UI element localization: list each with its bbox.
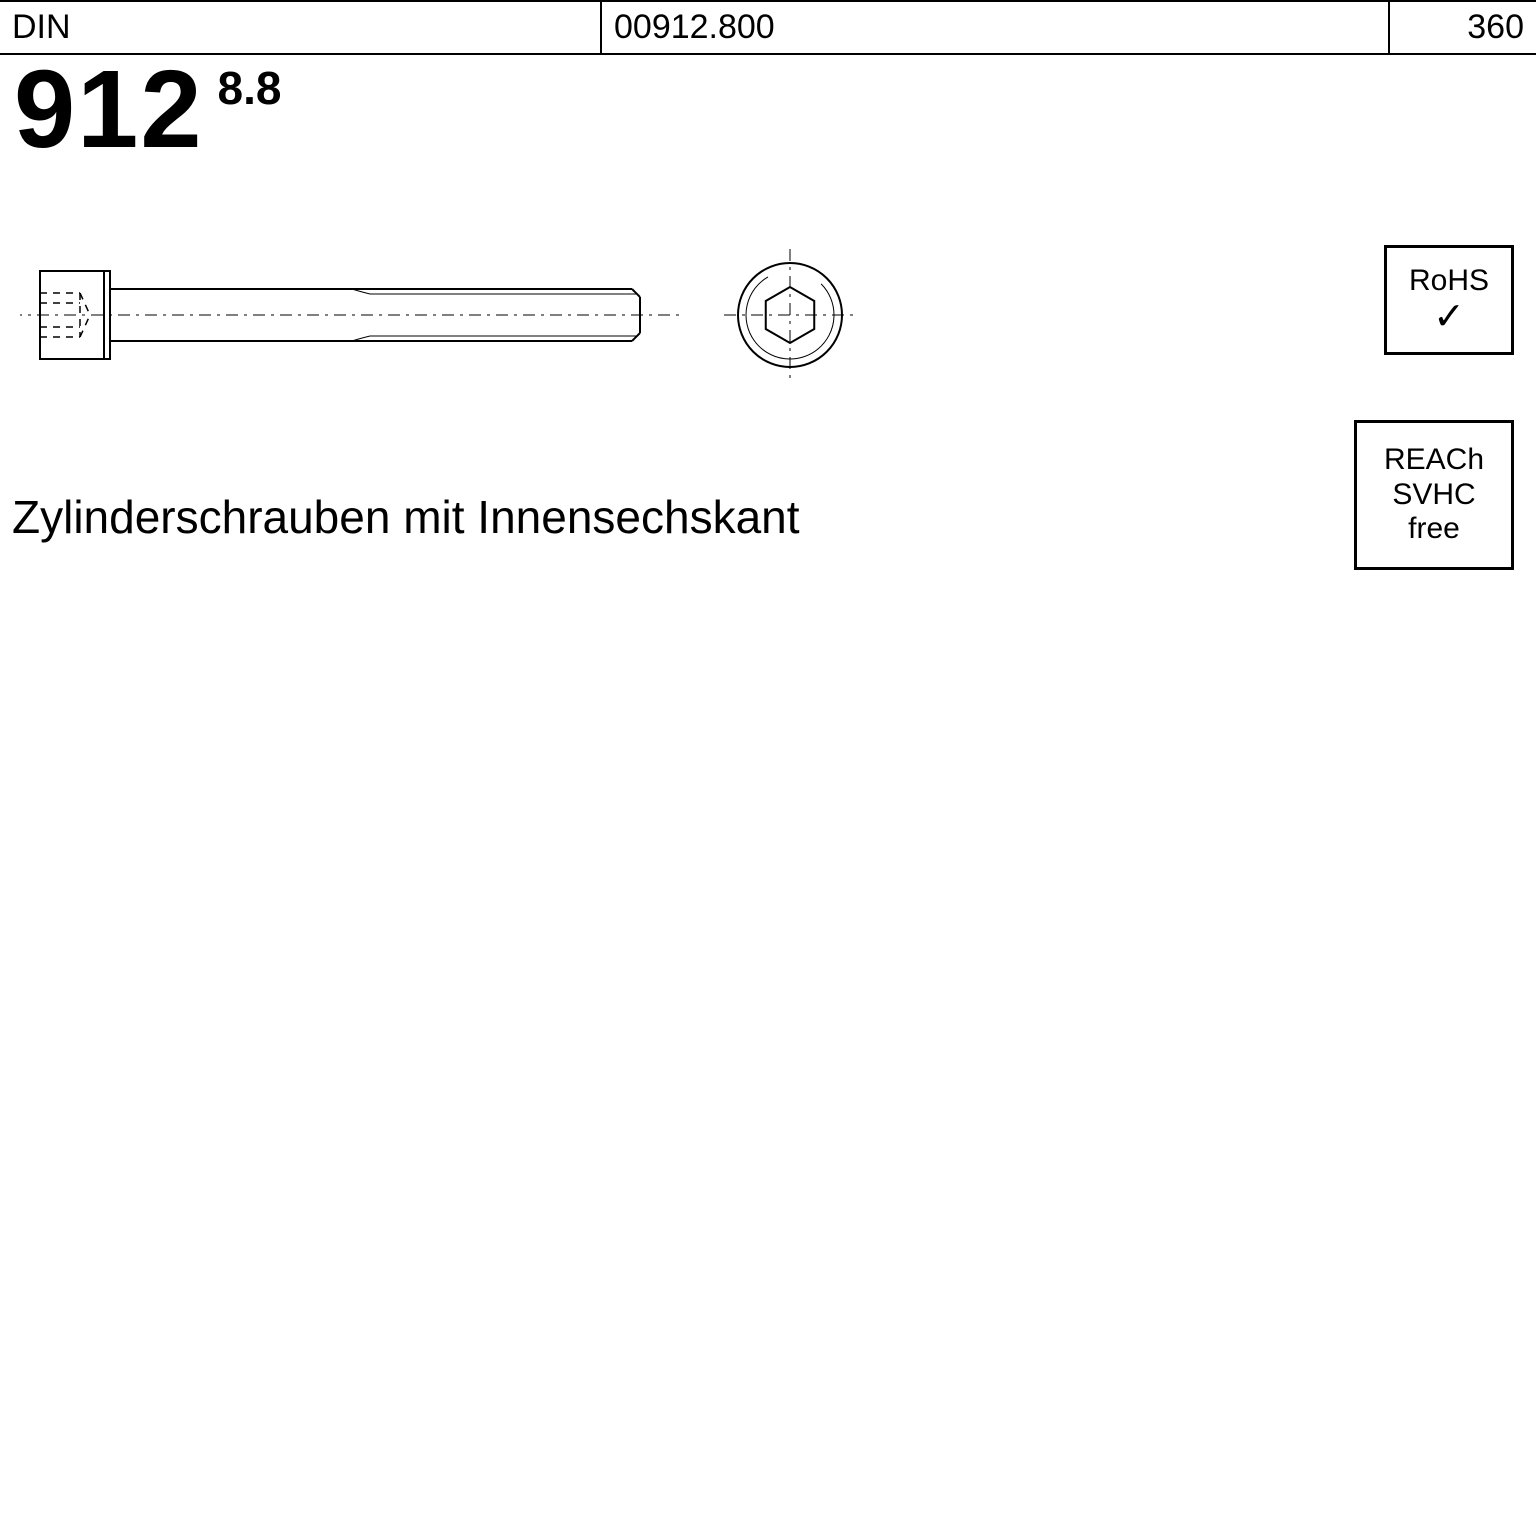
screw-svg (20, 235, 900, 395)
header-standard-label: DIN (12, 6, 71, 49)
screw-diagram (20, 235, 900, 395)
main-info-row: 912 8.8 (0, 55, 1536, 167)
header-page-label: 360 (1467, 6, 1524, 49)
header-cell-standard: DIN (0, 2, 602, 53)
product-description: Zylinderschrauben mit Innensechskant (12, 490, 800, 544)
check-icon: ✓ (1433, 298, 1465, 336)
reach-badge: REACh SVHC free (1354, 420, 1514, 570)
reach-line3: free (1408, 512, 1460, 547)
header-row: DIN 00912.800 360 (0, 0, 1536, 55)
header-cell-page: 360 (1390, 2, 1536, 53)
reach-line2: SVHC (1392, 478, 1475, 513)
rohs-label: RoHS (1409, 264, 1489, 299)
reach-line1: REACh (1384, 443, 1484, 478)
standard-number: 912 (0, 55, 218, 167)
rohs-badge: RoHS ✓ (1384, 245, 1514, 355)
header-cell-code: 00912.800 (602, 2, 1390, 53)
header-code-label: 00912.800 (614, 6, 775, 49)
strength-class: 8.8 (218, 55, 282, 115)
